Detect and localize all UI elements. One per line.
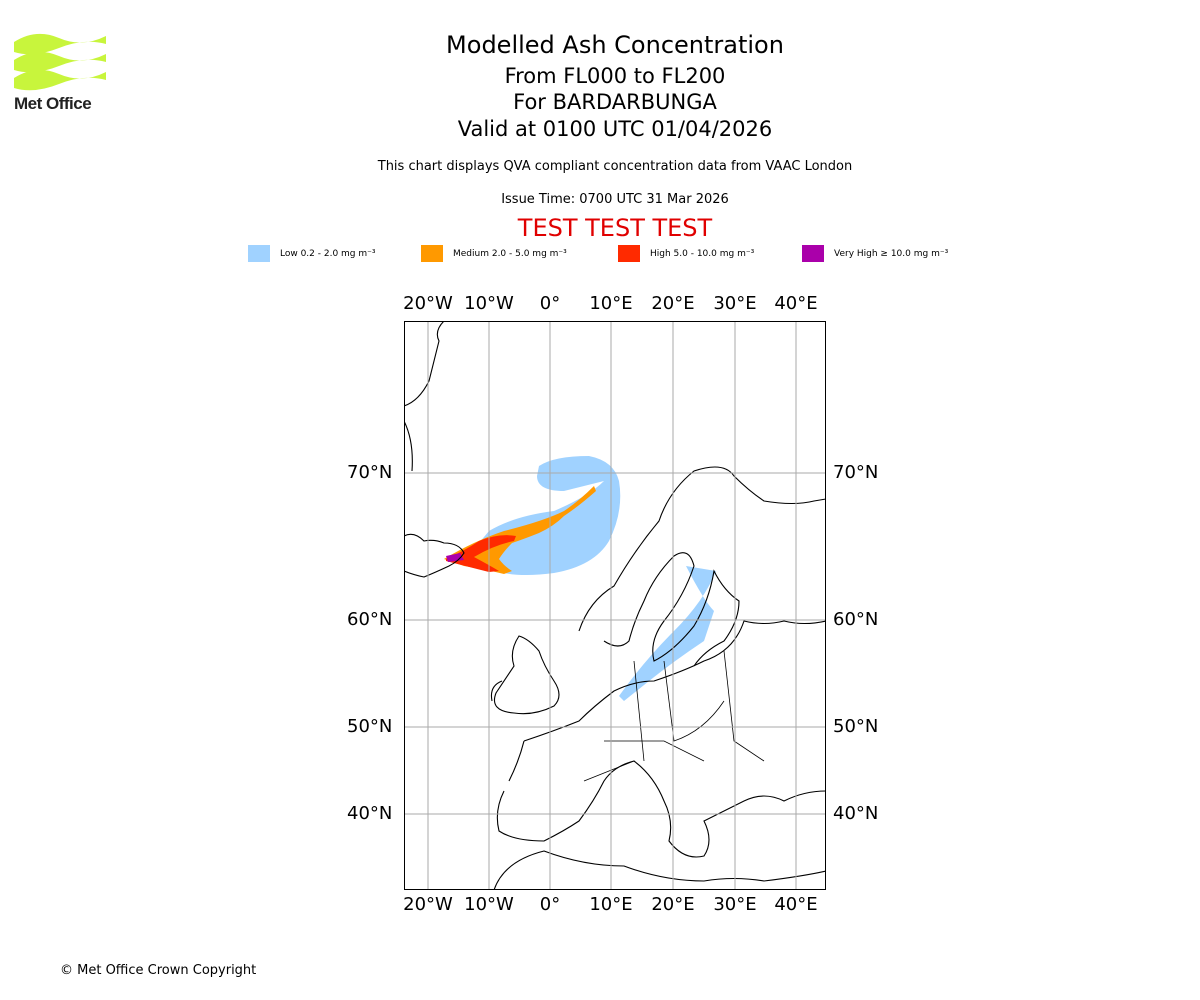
ash-map [404, 321, 826, 890]
ash-high [446, 535, 516, 572]
lon-label: 10°W [464, 894, 514, 915]
volcano-name: For BARDARBUNGA [513, 90, 717, 114]
lon-label: 40°E [774, 894, 818, 915]
flight-level-range: From FL000 to FL200 [504, 64, 726, 88]
lat-label: 60°N [347, 609, 393, 630]
lon-label: 30°E [713, 894, 757, 915]
legend-high: High 5.0 - 10.0 mg m⁻³ [618, 245, 754, 262]
description: This chart displays QVA compliant concen… [377, 159, 853, 174]
legend-swatch [421, 245, 443, 262]
coast-uk [490, 635, 560, 715]
coast-greenland [404, 321, 445, 472]
lat-label: 70°N [833, 462, 879, 483]
lon-label: 20°W [403, 293, 453, 314]
legend-swatch [802, 245, 824, 262]
coast-europe [496, 620, 826, 858]
met-office-logo: Met Office [14, 33, 106, 112]
legend-label: Low 0.2 - 2.0 mg m⁻³ [280, 248, 376, 259]
lat-label: 50°N [833, 716, 879, 737]
legend-swatch [618, 245, 640, 262]
copyright: © Met Office Crown Copyright [60, 963, 257, 978]
lat-label: 40°N [833, 803, 879, 824]
chart-title: Modelled Ash Concentration [446, 31, 784, 59]
lon-label: 20°W [403, 894, 453, 915]
lon-label: 0° [539, 894, 561, 915]
lon-label: 10°E [589, 293, 633, 314]
lon-label: 20°E [651, 894, 695, 915]
lat-label: 70°N [347, 462, 393, 483]
coast-africa [493, 850, 826, 890]
legend-label: Very High ≥ 10.0 mg m⁻³ [834, 248, 949, 259]
lat-label: 50°N [347, 716, 393, 737]
lon-label: 30°E [713, 293, 757, 314]
legend-medium: Medium 2.0 - 5.0 mg m⁻³ [421, 245, 567, 262]
coast-iceland [404, 533, 465, 578]
ash-very-high [446, 553, 464, 562]
legend-low: Low 0.2 - 2.0 mg m⁻³ [248, 245, 376, 262]
legend-label: Medium 2.0 - 5.0 mg m⁻³ [453, 248, 567, 259]
legend-swatch [248, 245, 270, 262]
lat-label: 40°N [347, 803, 393, 824]
lat-label: 60°N [833, 609, 879, 630]
legend-label: High 5.0 - 10.0 mg m⁻³ [650, 248, 755, 259]
test-banner: TEST TEST TEST [517, 214, 713, 242]
legend-very-high: Very High ≥ 10.0 mg m⁻³ [802, 245, 948, 262]
lon-label: 0° [539, 293, 561, 314]
lon-label: 20°E [651, 293, 695, 314]
svg-text:Met Office: Met Office [14, 94, 91, 112]
valid-time: Valid at 0100 UTC 01/04/2026 [457, 117, 773, 141]
lon-label: 10°E [589, 894, 633, 915]
borders [583, 650, 765, 782]
lon-label: 10°W [464, 293, 514, 314]
issue-time: Issue Time: 0700 UTC 31 Mar 2026 [501, 192, 729, 207]
coast-scandinavia [578, 466, 826, 667]
lon-label: 40°E [774, 293, 818, 314]
